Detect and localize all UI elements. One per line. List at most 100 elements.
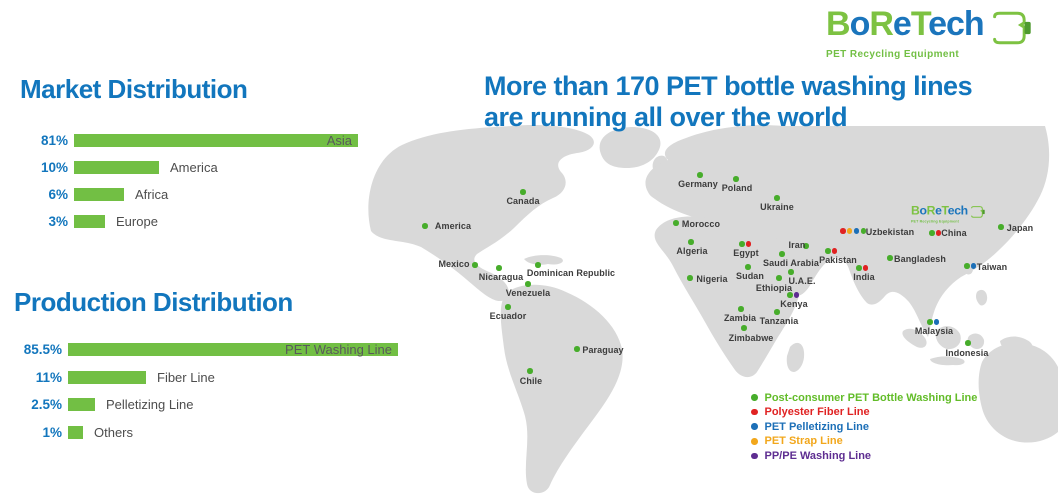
- bar-label-outside: America: [170, 160, 218, 175]
- marker-label: America: [434, 221, 472, 231]
- bar-percent: 1%: [42, 424, 62, 440]
- green-dot: [733, 176, 739, 182]
- bar-label-inside: PET Washing Line: [285, 342, 392, 357]
- bar: [68, 398, 95, 411]
- marker-dots: [496, 265, 503, 271]
- bar-row: 10% America: [20, 160, 460, 175]
- green-dot: [887, 255, 893, 261]
- marker-dots: [779, 251, 786, 257]
- green-dot: [964, 263, 970, 269]
- green-dot: [860, 228, 867, 234]
- market-chart-title: Market Distribution: [20, 74, 248, 104]
- green-dot: [535, 262, 541, 268]
- bar-row: 3% Europe: [20, 214, 460, 229]
- green-dot: [687, 275, 693, 281]
- legend-label: PET Pelletizing Line: [764, 420, 870, 433]
- marker-dots: [887, 255, 894, 261]
- blue-dot: [970, 263, 977, 269]
- marker-label: Iran: [788, 240, 806, 250]
- bar-percent: 6%: [48, 187, 68, 202]
- legend-label: Polyester Fiber Line: [764, 406, 870, 419]
- headline-line-2: are running all over the world: [484, 102, 848, 132]
- marker-dots: [505, 304, 512, 310]
- marker-label: China: [941, 228, 967, 238]
- green-dot: [738, 306, 744, 312]
- marker-dots: [965, 340, 972, 346]
- islands-caribbean: [524, 255, 563, 265]
- java: [930, 356, 965, 366]
- marker-label: Uzbekistan: [865, 227, 915, 237]
- marker-dots: [688, 239, 695, 245]
- legend-label: PET Strap Line: [764, 435, 843, 448]
- marker-label: Kenya: [780, 299, 808, 309]
- green-dot: [774, 309, 780, 315]
- green-dot: [739, 241, 745, 247]
- bar: [74, 161, 159, 174]
- marker-dots: [776, 275, 783, 281]
- sumatra: [902, 328, 927, 348]
- legend-label: PP/PE Washing Line: [764, 449, 872, 462]
- marker-label: Dominican Republic: [526, 268, 616, 278]
- marker-label: Canada: [506, 196, 540, 206]
- marker-dots: [687, 275, 694, 281]
- legend-item: PET Pelletizing Line: [751, 420, 977, 433]
- continent-africa: [654, 216, 800, 378]
- headline-line-1: More than 170 PET bottle washing lines: [484, 71, 973, 101]
- bar-label-outside: Europe: [116, 214, 158, 229]
- green-dot: [803, 243, 809, 249]
- green-dot: [422, 223, 428, 229]
- marker-label: Indonesia: [945, 348, 989, 358]
- green-dot: [525, 281, 531, 287]
- marker-label: Germany: [678, 179, 718, 189]
- marker-label: Malaysia: [914, 326, 954, 336]
- greenland: [599, 127, 661, 168]
- green-dot: [774, 195, 780, 201]
- marker-label: Ethiopia: [755, 283, 793, 293]
- marker-dots: [787, 292, 801, 298]
- marker-dots: [825, 248, 839, 254]
- blue-dot: [933, 319, 940, 325]
- bar-percent: 2.5%: [31, 397, 62, 412]
- marker-label: Egypt: [733, 248, 759, 258]
- marker-dots: [774, 309, 781, 315]
- green-dot: [688, 239, 694, 245]
- bar-row: 85.5% PET Washing Line: [14, 342, 474, 357]
- bottle-icon: [971, 206, 985, 221]
- bar-row: 81% Asia: [20, 133, 460, 148]
- marker-label: Sudan: [735, 271, 765, 281]
- bar: [74, 215, 105, 228]
- green-dot: [779, 251, 785, 257]
- bar-percent: 85.5%: [23, 342, 62, 357]
- bar-row: 1% Others: [14, 424, 474, 440]
- marker-dots: [520, 189, 527, 195]
- marker-dots: [673, 220, 680, 226]
- marker-label: Saudi Arabia: [763, 258, 819, 268]
- green-dot: [745, 264, 751, 270]
- marker-dots: [535, 262, 542, 268]
- map-watermark-logo: BoReTech PET Recycling Equipment: [911, 204, 985, 224]
- legend-dot: [751, 423, 758, 430]
- bar: [68, 370, 146, 384]
- marker-label: Pakistan: [819, 255, 857, 265]
- marker-dots: [697, 172, 704, 178]
- blue-dot: [853, 228, 860, 234]
- red-dot: [831, 248, 838, 254]
- green-dot: [856, 265, 862, 271]
- production-chart-rows: 85.5% PET Washing Line 11% Fiber Line 2.…: [14, 342, 474, 440]
- bar-row: 2.5% Pelletizing Line: [14, 397, 474, 412]
- map-legend: Post-consumer PET Bottle Washing Line Po…: [751, 392, 977, 465]
- marker-label: Nicaragua: [478, 272, 524, 282]
- bar-label-outside: Pelletizing Line: [106, 397, 194, 412]
- green-dot: [673, 220, 679, 226]
- madagascar: [786, 342, 805, 372]
- production-distribution-chart: Production Distribution 85.5% PET Washin…: [14, 287, 474, 453]
- marker-dots: [840, 228, 868, 234]
- legend-item: PET Strap Line: [751, 435, 977, 448]
- bar-percent: 81%: [40, 133, 68, 148]
- marker-label: Nigeria: [696, 274, 728, 284]
- marker-dots: [803, 243, 810, 249]
- marker-dots: [774, 195, 781, 201]
- green-dot: [741, 325, 747, 331]
- green-dot: [520, 189, 526, 195]
